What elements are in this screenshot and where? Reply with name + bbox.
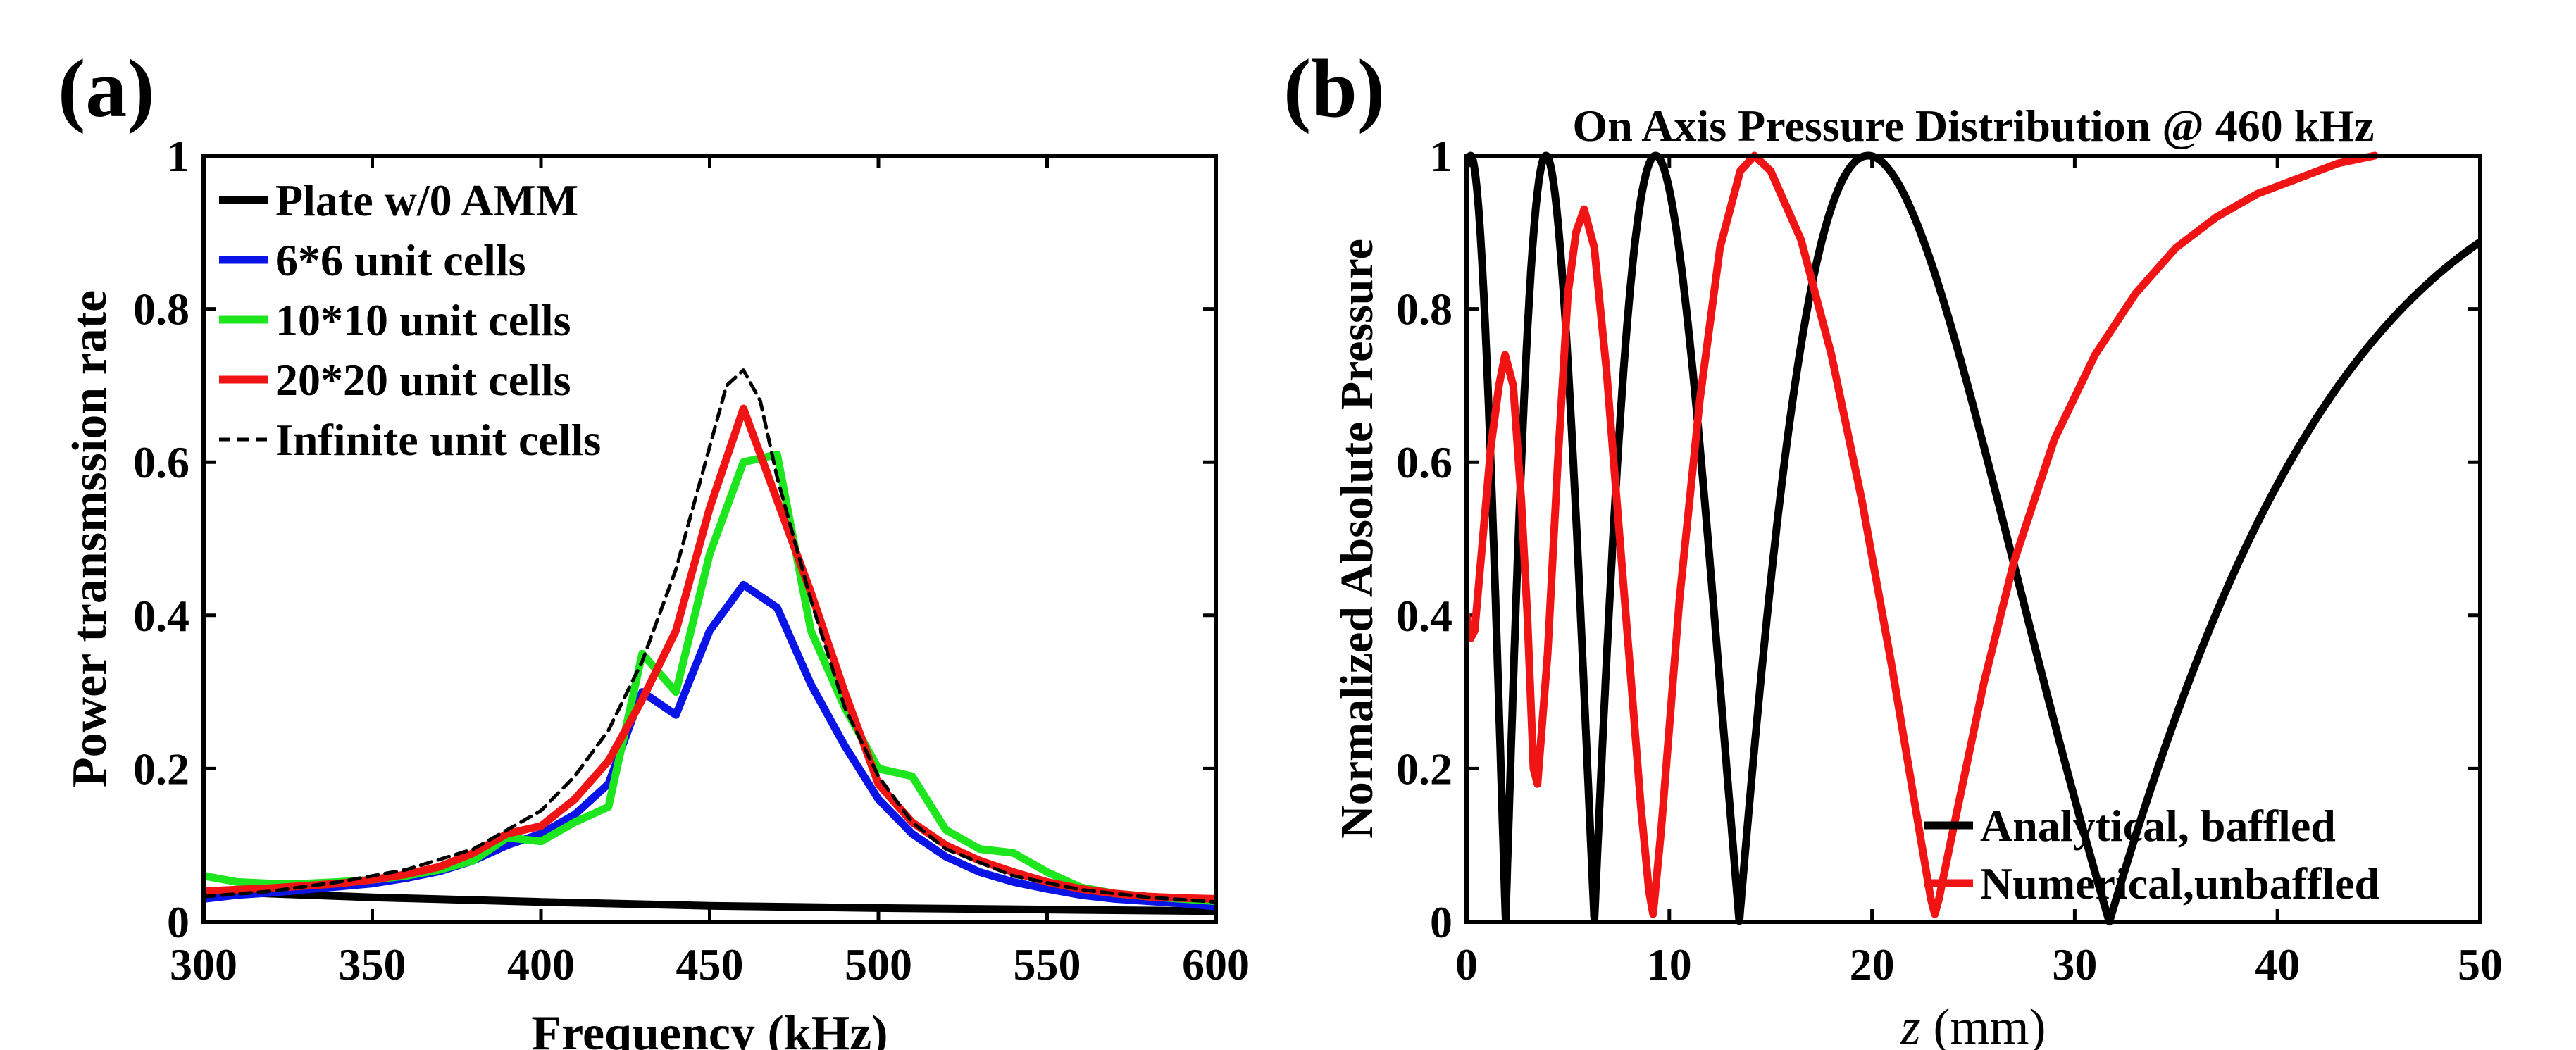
panel-a-x-tick-label: 400 (507, 939, 575, 989)
panel-b-x-axis-label: z (mm) (1900, 999, 2046, 1050)
panel-b-x-axis-variable: z (1900, 999, 1921, 1050)
panel-b-x-tick-label: 50 (2458, 939, 2503, 989)
panel-a-legend-label-2: 6*6 unit cells (275, 235, 526, 285)
panel-a-series (204, 368, 1216, 915)
panel-a-legend-label-3: 10*10 unit cells (275, 295, 571, 345)
panel-b-y-tick-label: 0.4 (1396, 591, 1452, 641)
panel-b-series-1-line (1467, 151, 2480, 926)
panel-a-x-tick-label: 300 (170, 939, 237, 989)
panel-a-y-tick-label: 0 (167, 897, 189, 947)
panel-b-x-tick-label: 0 (1455, 939, 1478, 989)
panel-a-y-tick-label: 0.2 (133, 744, 189, 794)
panel-a-legend: Plate w/0 AMM 6*6 unit cells 10*10 unit ce… (219, 175, 601, 465)
panel-b-title: On Axis Pressure Distribution @ 460 kHz (1572, 101, 2374, 151)
panel-b: (b) On Axis Pressure Distribution @ 460 … (1283, 42, 2503, 1050)
panel-a-series-1-line (204, 887, 1216, 915)
panel-b-legend-label-1: Analytical, baffled (1980, 801, 2336, 851)
panel-b-ticks: 0 10 20 30 40 50 0 0.2 0.4 0.6 0.8 1 (1396, 131, 2503, 989)
panel-b-legend: Analytical, baffled Numerical,unbaffled (1924, 801, 2379, 908)
panel-a-legend-label-1: Plate w/0 AMM (275, 175, 578, 225)
panel-b-x-tick-label: 20 (1850, 939, 1895, 989)
panel-b-label: (b) (1283, 42, 1385, 135)
panel-b-y-tick-label: 1 (1430, 131, 1452, 181)
panel-a-x-tick-label: 600 (1182, 939, 1250, 989)
panel-a-legend-label-5: Infinite unit cells (275, 415, 601, 465)
panel-a-y-tick-label: 0.4 (133, 591, 189, 641)
panel-a-y-tick-label: 0.6 (133, 437, 189, 487)
panel-a-y-tick-label: 0.8 (133, 285, 189, 335)
panel-a: (a) 300 350 400 450 500 550 60000.20.40.60.81 … (58, 42, 1250, 1050)
panel-a-y-axis-label: Power transmssion rate (63, 290, 117, 787)
panel-a-ticks: 300 350 400 450 500 550 600 0 0.2 0.4 0.6 0.8 1 (133, 131, 1250, 989)
panel-a-y-tick-label: 1 (167, 131, 189, 181)
panel-b-y-tick-label: 0 (1430, 897, 1452, 947)
panel-a-x-tick-label: 500 (845, 939, 912, 989)
panel-b-y-tick-label: 0.2 (1396, 744, 1452, 794)
panel-a-x-tick-label: 550 (1014, 939, 1081, 989)
panel-a-axes-frame (201, 154, 1218, 924)
panel-b-x-tick-label: 30 (2052, 939, 2097, 989)
panel-b-series (1467, 151, 2480, 926)
panel-a-series-2-line (204, 580, 1216, 911)
panel-a-series-4-line (204, 404, 1216, 903)
panel-a-x-tick-label: 350 (339, 939, 406, 989)
panel-b-x-axis-unit: (mm) (1934, 999, 2046, 1050)
panel-b-y-axis-label: Normalized Absolute Pressure (1331, 239, 1383, 839)
panel-b-y-tick-label: 0.6 (1396, 437, 1452, 487)
panel-b-x-tick-label: 10 (1647, 939, 1692, 989)
panel-a-x-tick-label: 450 (676, 939, 744, 989)
panel-a-legend-label-4: 20*20 unit cells (275, 355, 571, 405)
panel-b-legend-label-2: Numerical,unbaffled (1980, 858, 2379, 908)
panel-b-axes-frame (1464, 154, 2482, 924)
panel-a-label: (a) (58, 42, 155, 135)
panel-a-x-axis-label: Frequency (kHz) (531, 1006, 888, 1050)
panel-b-x-tick-label: 40 (2255, 939, 2300, 989)
panel-a-series-5-line (204, 368, 1216, 904)
panel-b-series-2-line (1467, 151, 2379, 918)
panel-b-y-tick-label: 0.8 (1396, 285, 1452, 335)
